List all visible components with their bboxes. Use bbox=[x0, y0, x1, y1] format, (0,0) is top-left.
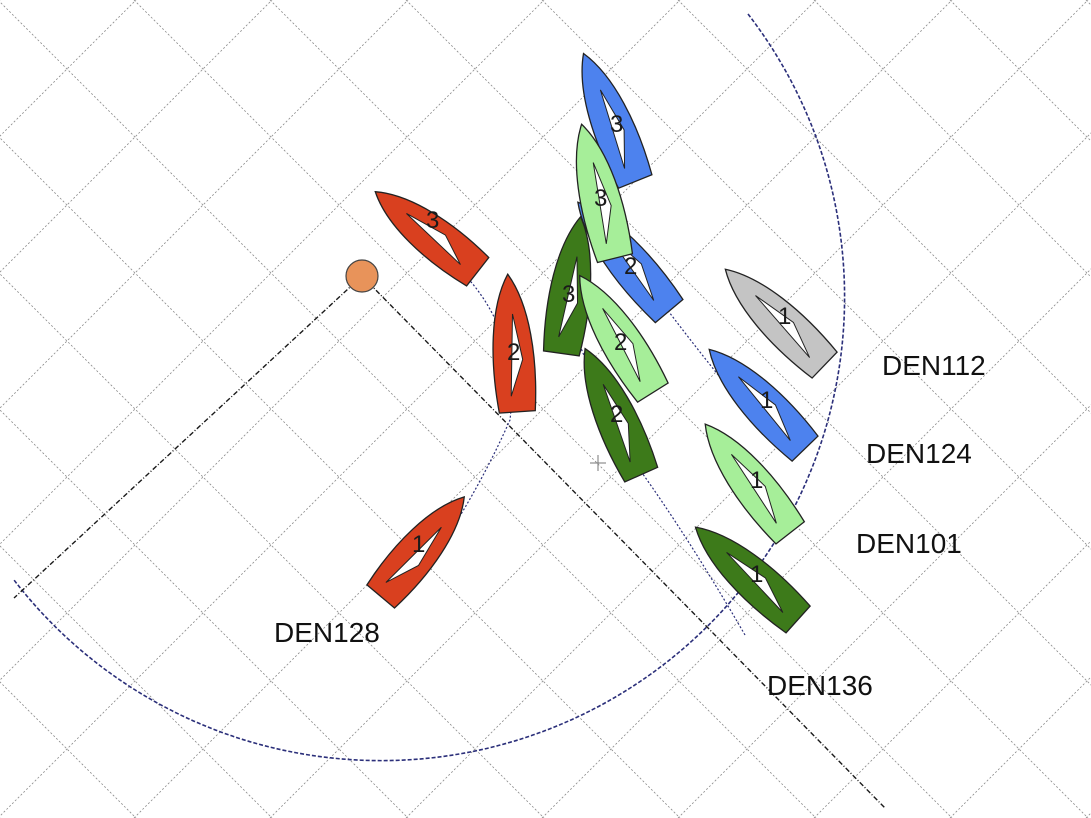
position-label: 3 bbox=[562, 281, 575, 308]
grid-line bbox=[0, 0, 817, 817]
grid-line bbox=[677, 404, 1091, 818]
boat-den124-pos1[interactable]: 1 bbox=[694, 335, 819, 463]
track-den128 bbox=[409, 269, 513, 591]
sail bbox=[602, 308, 641, 382]
grid-line bbox=[0, 137, 681, 818]
sail bbox=[592, 162, 612, 244]
grid-line bbox=[0, 545, 273, 818]
grid-line bbox=[1085, 0, 1091, 6]
boat-den128-pos3[interactable]: 3 bbox=[363, 170, 495, 288]
position-label: 2 bbox=[507, 339, 520, 366]
grid-line bbox=[0, 0, 137, 137]
grid-line bbox=[269, 0, 1089, 818]
position-label: 1 bbox=[760, 387, 773, 414]
sail bbox=[385, 526, 442, 583]
boat-den124-pos3[interactable]: 3 bbox=[564, 46, 654, 190]
boat-den101-pos1[interactable]: 1 bbox=[689, 411, 806, 545]
position-label: 3 bbox=[594, 185, 607, 212]
boat-label-den112: DEN112 bbox=[882, 350, 986, 381]
grid-line bbox=[949, 676, 1091, 818]
grid-line bbox=[0, 0, 681, 681]
position-label: 3 bbox=[426, 207, 439, 234]
grid-line bbox=[1085, 812, 1091, 818]
grid-line bbox=[0, 273, 545, 818]
layline-starboard bbox=[361, 275, 886, 809]
grid-line bbox=[0, 1, 817, 818]
grid-line bbox=[269, 0, 1089, 818]
sail bbox=[602, 384, 631, 463]
grid-line bbox=[0, 0, 409, 409]
position-label: 1 bbox=[750, 467, 763, 494]
layline-port bbox=[13, 275, 363, 599]
sail bbox=[730, 454, 777, 524]
grid-line bbox=[0, 681, 137, 818]
sail bbox=[599, 89, 626, 169]
grid-line bbox=[813, 540, 1091, 818]
grid-line bbox=[0, 0, 545, 545]
sail bbox=[558, 256, 579, 338]
sail bbox=[738, 376, 791, 441]
boat-den101-pos3[interactable]: 3 bbox=[562, 119, 635, 264]
boat-den136-pos3[interactable]: 3 bbox=[541, 214, 601, 357]
grid-line bbox=[405, 132, 1091, 818]
position-label: 1 bbox=[412, 531, 425, 558]
grid-line bbox=[0, 409, 409, 818]
position-label: 2 bbox=[624, 253, 637, 280]
grid-line bbox=[133, 0, 953, 818]
position-label: 1 bbox=[750, 561, 763, 588]
grid-line bbox=[0, 0, 273, 273]
boat-den136-pos1[interactable]: 1 bbox=[682, 512, 812, 635]
sail bbox=[755, 295, 811, 358]
grid-line bbox=[541, 268, 1091, 818]
boat-den128-pos2[interactable]: 2 bbox=[487, 272, 538, 414]
boat-den101-pos2[interactable]: 2 bbox=[562, 265, 670, 404]
boat-label-den124: DEN124 bbox=[866, 438, 972, 469]
grid-line bbox=[677, 0, 1091, 414]
grid-line bbox=[949, 0, 1091, 142]
position-label: 2 bbox=[610, 401, 623, 428]
grid-line bbox=[405, 0, 1091, 686]
boat-den112-pos1[interactable]: 1 bbox=[711, 254, 840, 380]
position-label: 3 bbox=[610, 111, 623, 138]
boats-layer: 3 2 1 3 2 3 bbox=[363, 46, 840, 635]
boat-label-den136: DEN136 bbox=[767, 670, 873, 701]
boat-label-den128: DEN128 bbox=[274, 617, 380, 648]
sail bbox=[726, 552, 784, 613]
position-label: 2 bbox=[614, 329, 627, 356]
grid-line bbox=[813, 0, 1091, 278]
position-label: 1 bbox=[778, 303, 791, 330]
boat-label-den101: DEN101 bbox=[856, 528, 962, 559]
grid-line bbox=[541, 0, 1091, 550]
crosshair-icon bbox=[590, 455, 606, 471]
zone-circle bbox=[13, 13, 846, 762]
mark-buoy bbox=[345, 259, 379, 293]
boat-den128-pos1[interactable]: 1 bbox=[365, 484, 480, 610]
boat-den136-pos2[interactable]: 2 bbox=[566, 340, 660, 483]
sail bbox=[510, 313, 524, 397]
sail bbox=[406, 213, 461, 265]
